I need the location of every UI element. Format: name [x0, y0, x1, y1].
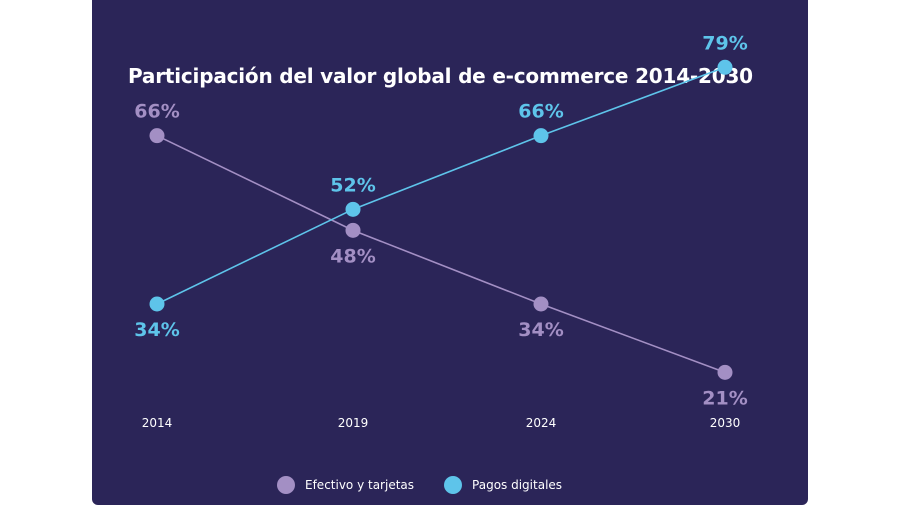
data-label-efectivo-y-tarjetas-2014: 66% — [134, 101, 179, 123]
legend-item-pagos-digitales: Pagos digitales — [444, 476, 562, 494]
data-point-efectivo-y-tarjetas-2014 — [149, 128, 165, 144]
legend-swatch-efectivo — [277, 476, 295, 494]
x-tick-label-2024: 2024 — [526, 416, 557, 430]
data-point-efectivo-y-tarjetas-2019 — [345, 222, 361, 238]
series-line-pagos-digitales — [156, 66, 726, 305]
data-label-pagos-digitales-2014: 34% — [134, 319, 179, 341]
legend-swatch-pagos-digitales — [444, 476, 463, 494]
chart-panel — [92, 0, 808, 505]
series-line-efectivo-y-tarjetas — [156, 134, 726, 374]
data-point-pagos-digitales-2030 — [717, 59, 733, 75]
data-label-pagos-digitales-2019: 52% — [330, 174, 375, 196]
data-label-pagos-digitales-2030: 79% — [702, 32, 747, 54]
legend-item-efectivo: Efectivo y tarjetas — [277, 476, 414, 494]
data-label-efectivo-y-tarjetas-2030: 21% — [702, 387, 747, 409]
x-tick-label-2030: 2030 — [710, 416, 741, 430]
legend: Efectivo y tarjetas Pagos digitales — [277, 476, 592, 494]
legend-label-pagos-digitales: Pagos digitales — [472, 478, 563, 492]
data-point-pagos-digitales-2024 — [533, 128, 549, 144]
legend-label-efectivo: Efectivo y tarjetas — [305, 478, 415, 492]
x-tick-label-2019: 2019 — [338, 416, 369, 430]
x-tick-label-2014: 2014 — [142, 416, 173, 430]
data-label-pagos-digitales-2024: 66% — [518, 101, 563, 123]
data-point-pagos-digitales-2019 — [345, 201, 361, 217]
chart-title: Participación del valor global de e-comm… — [128, 64, 753, 88]
data-point-pagos-digitales-2014 — [149, 296, 165, 312]
data-label-efectivo-y-tarjetas-2024: 34% — [518, 319, 563, 341]
data-point-efectivo-y-tarjetas-2030 — [717, 364, 733, 380]
data-label-efectivo-y-tarjetas-2019: 48% — [330, 245, 375, 267]
data-point-efectivo-y-tarjetas-2024 — [533, 296, 549, 312]
